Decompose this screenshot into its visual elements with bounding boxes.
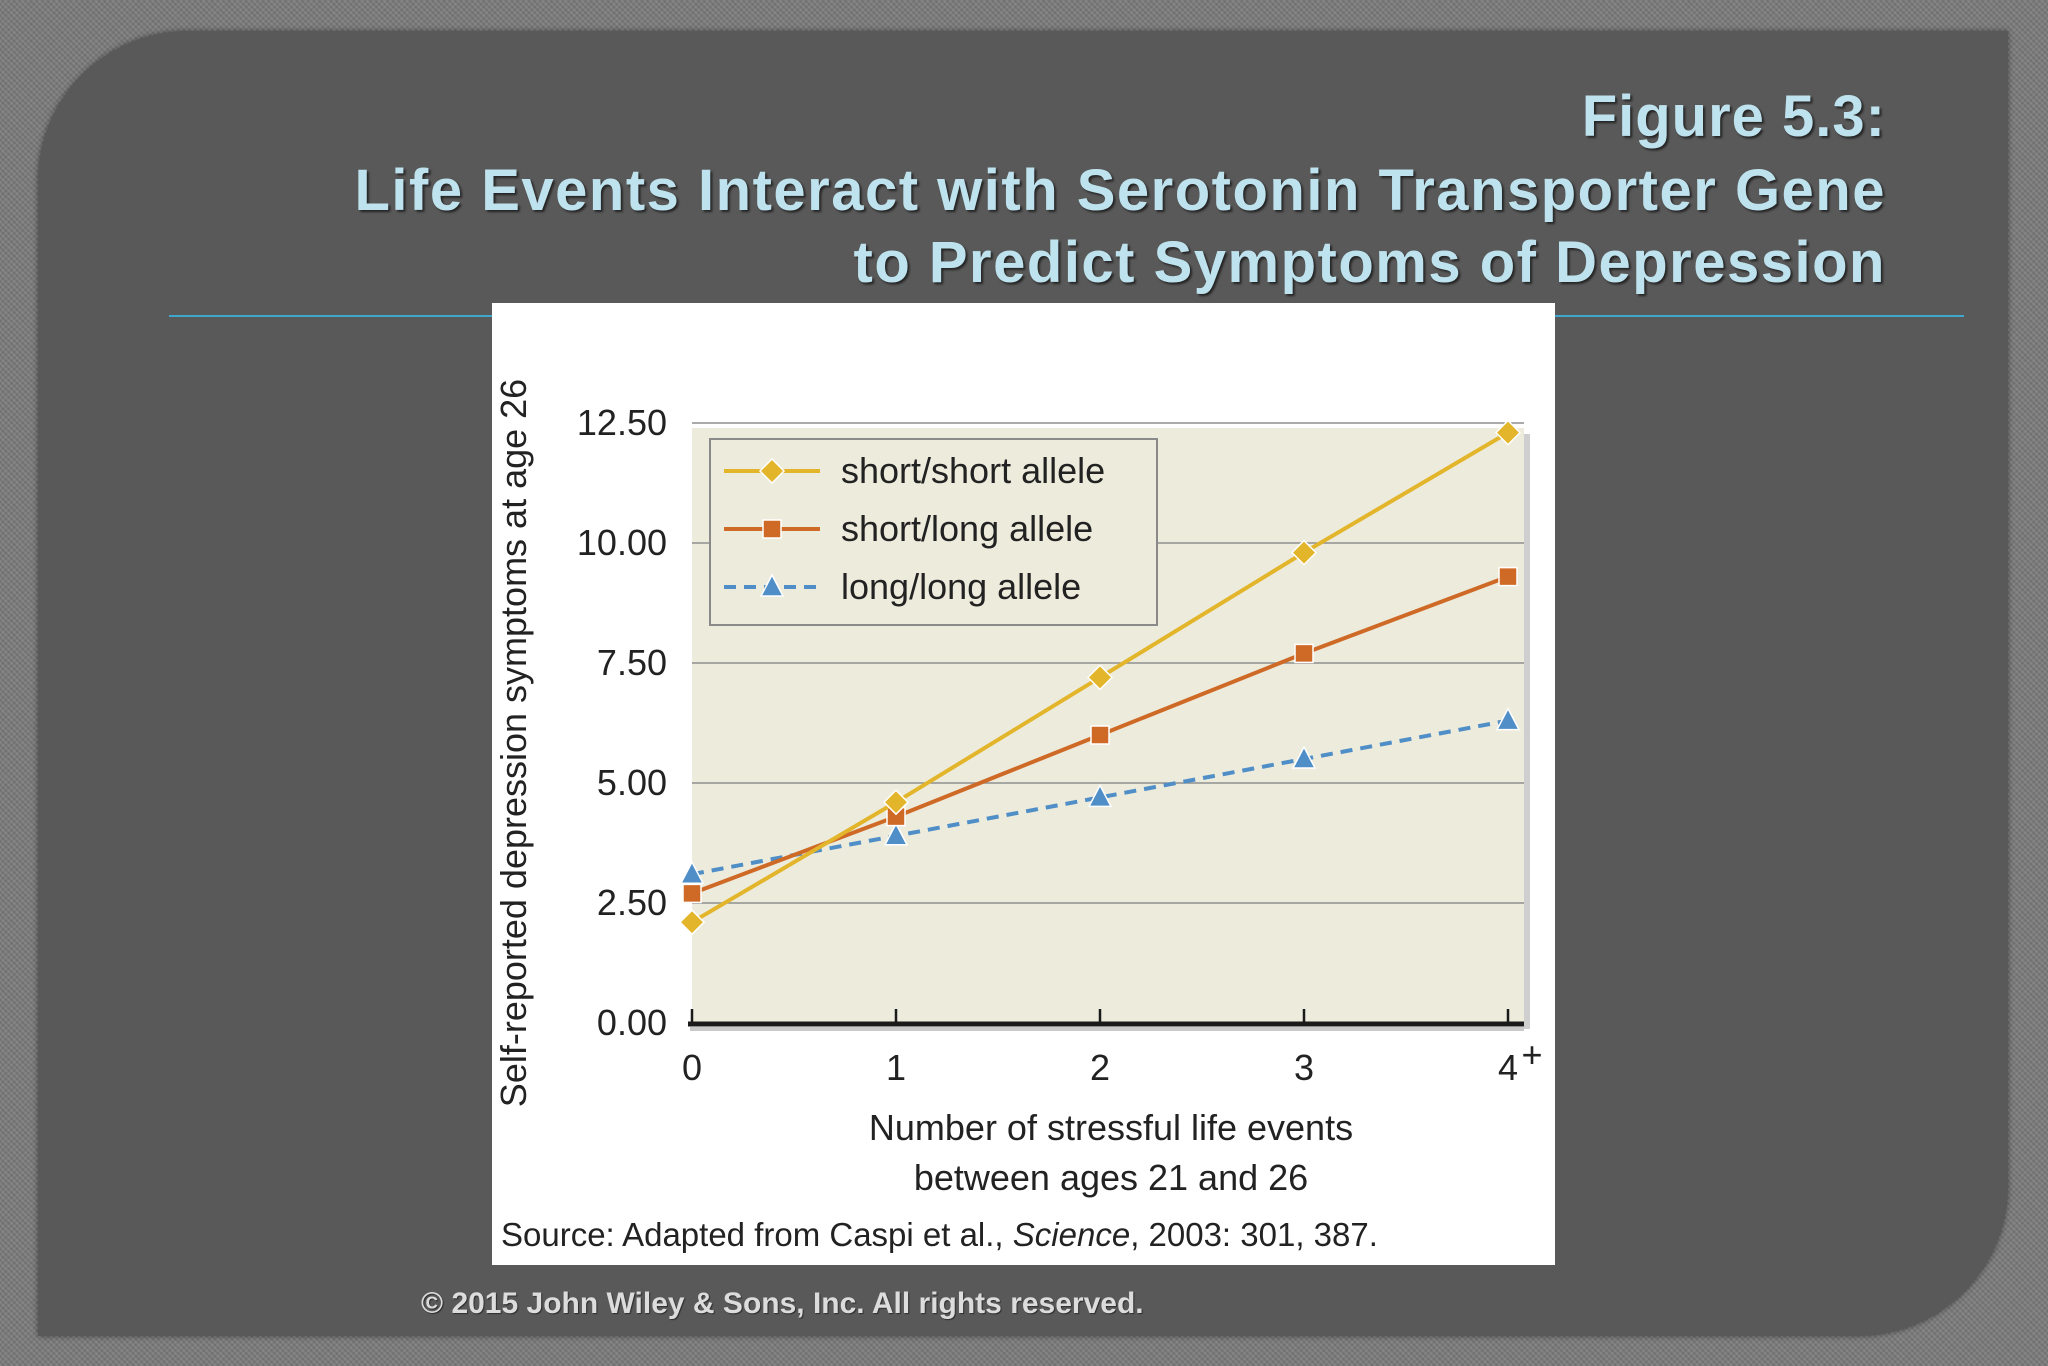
y-tick-label: 2.50 bbox=[597, 882, 667, 923]
data-point-long-long bbox=[1495, 706, 1521, 731]
data-point-long-long bbox=[1291, 745, 1317, 769]
slide-title-line-1: Life Events Interact with Serotonin Tran… bbox=[354, 158, 1886, 223]
figure-number: Figure 5.3: bbox=[1581, 84, 1886, 149]
plot-shadow bbox=[1524, 434, 1530, 1029]
source-citation: Source: Adapted from Caspi et al., Scien… bbox=[501, 1216, 1378, 1253]
series-line-long-long bbox=[691, 718, 1509, 877]
source-prefix: Source: Adapted from Caspi et al., bbox=[501, 1216, 1013, 1253]
data-point-short-short bbox=[678, 909, 706, 936]
data-point-long-long bbox=[679, 860, 705, 884]
legend-label-short-short: short/short allele bbox=[841, 450, 1105, 491]
y-tick-label: 5.00 bbox=[597, 762, 667, 803]
x-tick-label: 0 bbox=[682, 1047, 702, 1088]
legend-marker-short-short bbox=[758, 457, 786, 485]
y-tick-label: 7.50 bbox=[597, 642, 667, 683]
x-tick-label: 3 bbox=[1294, 1047, 1314, 1088]
y-tick-label: 10.00 bbox=[577, 522, 667, 563]
slide-title-line-2: to Predict Symptoms of Depression bbox=[853, 230, 1886, 295]
data-point-short-long bbox=[1498, 566, 1518, 587]
data-point-long-long bbox=[883, 822, 909, 846]
copyright-notice: © 2015 John Wiley & Sons, Inc. All right… bbox=[421, 1287, 1144, 1320]
x-tick-label: 2 bbox=[1090, 1047, 1110, 1088]
x-axis-title-line-2: between ages 21 and 26 bbox=[914, 1157, 1308, 1198]
chart-figure: 0.00 2.50 5.00 7.50 10.00 12.50 0 1 2 3 4 + Self-r… bbox=[492, 303, 1555, 1265]
data-point-long-long bbox=[1087, 783, 1113, 808]
data-point-short-long bbox=[1090, 725, 1110, 745]
x-axis: 0 1 2 3 4 + bbox=[682, 1009, 1543, 1088]
y-tick-label: 0.00 bbox=[597, 1002, 667, 1043]
data-point-short-short bbox=[1290, 539, 1318, 566]
y-tick-label: 12.50 bbox=[577, 402, 667, 443]
y-axis-title: Self-reported depression symptoms at age… bbox=[493, 379, 534, 1107]
source-journal: Science bbox=[1013, 1216, 1130, 1253]
source-suffix: , 2003: 301, 387. bbox=[1130, 1216, 1378, 1253]
x-tick-label: 4 bbox=[1498, 1047, 1518, 1088]
legend-marker-long-long bbox=[759, 573, 785, 597]
data-point-short-long bbox=[1294, 643, 1314, 664]
series-lines bbox=[678, 419, 1522, 936]
data-point-short-short bbox=[1086, 664, 1114, 691]
y-axis-ticks: 0.00 2.50 5.00 7.50 10.00 12.50 bbox=[577, 402, 667, 1043]
legend: short/short allele short/long allele long/… bbox=[709, 438, 1158, 626]
x-tick-label: 1 bbox=[886, 1047, 906, 1088]
legend-label-long-long: long/long allele bbox=[841, 566, 1081, 607]
data-point-short-short bbox=[882, 789, 910, 816]
legend-label-short-long: short/long allele bbox=[841, 508, 1093, 549]
legend-marker-short-long bbox=[762, 519, 782, 539]
data-point-short-short bbox=[1494, 419, 1522, 446]
data-point-short-long bbox=[682, 883, 702, 904]
x-axis-title-line-1: Number of stressful life events bbox=[869, 1107, 1353, 1148]
x-tick-superscript: + bbox=[1521, 1034, 1542, 1075]
